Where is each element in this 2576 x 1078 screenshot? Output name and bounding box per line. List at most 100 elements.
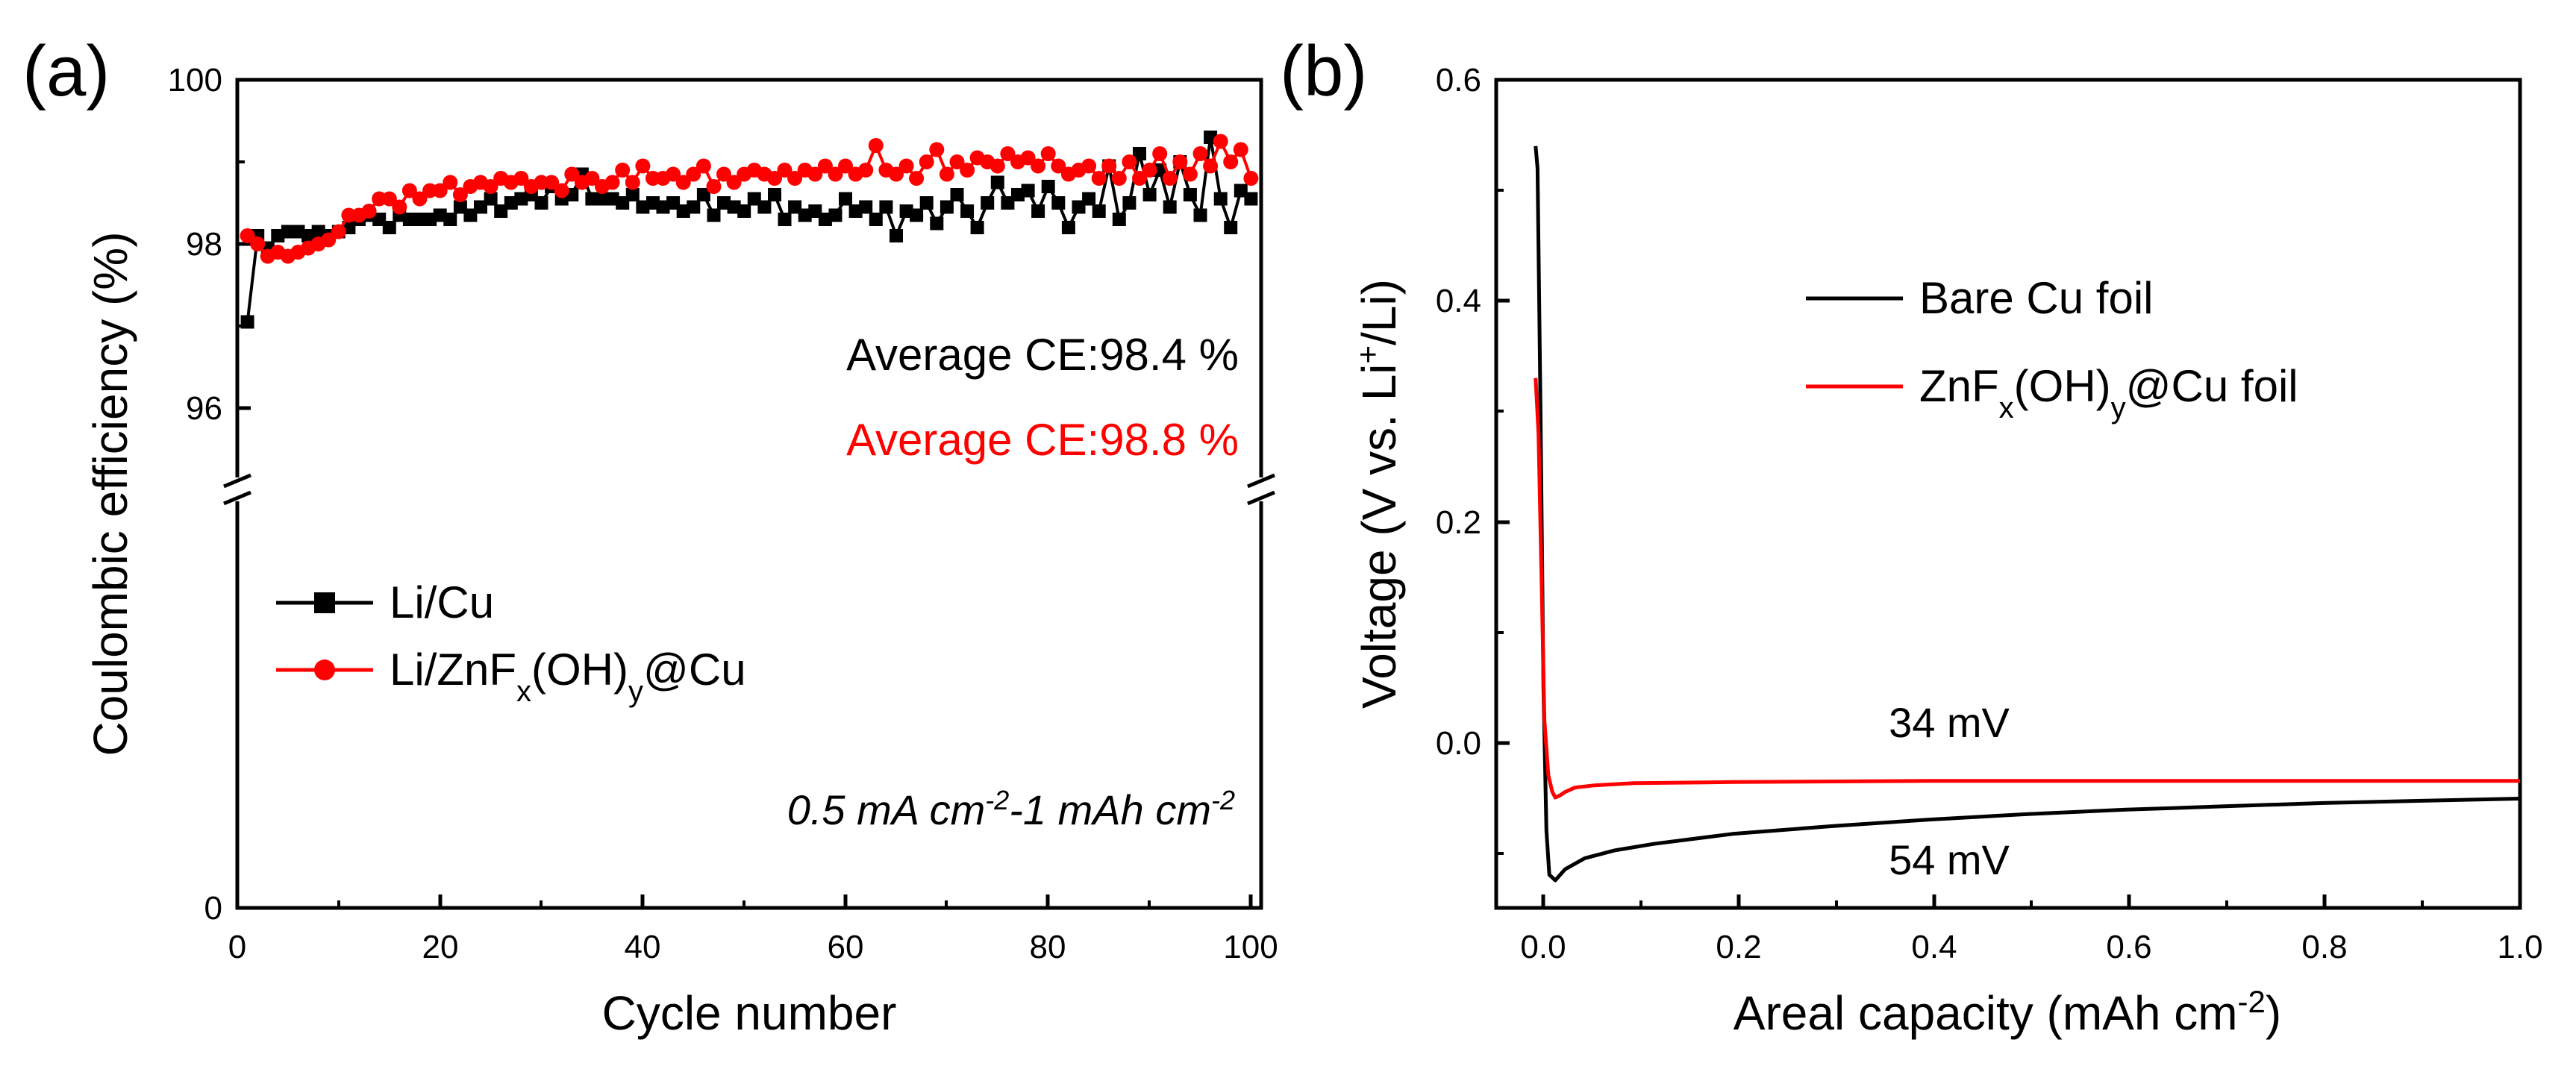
data-point-li-cu-63 — [869, 213, 883, 226]
data-point-li-cu-97 — [1213, 192, 1228, 206]
panel-a-average-ce-red: Average CE:98.8 % — [846, 415, 1239, 465]
panel-b: (b) 0.0 0.2 0.4 0.6 — [1280, 31, 2543, 1040]
panel-a-y-axis-title: Coulombic efficiency (%) — [84, 231, 137, 756]
legend-b-part-1: ZnF — [1919, 361, 1999, 411]
data-point-li-cu-81 — [1051, 196, 1066, 210]
legend-label-li-cu: Li/Cu — [390, 577, 494, 627]
data-point-li-cu-87 — [1112, 213, 1126, 226]
data-point-li-cu-56 — [798, 208, 812, 222]
legend-b-sub-y: y — [2111, 392, 2126, 424]
data-point-li-cu-95 — [1193, 208, 1207, 222]
data-point-li-cu-24 — [474, 200, 487, 214]
data-point-li-znfx-87 — [1111, 171, 1127, 186]
panel-a-xtick-label-40: 40 — [625, 929, 661, 965]
data-point-li-cu-48 — [717, 196, 731, 210]
data-point-li-znfx-13 — [361, 204, 377, 219]
legend-sub-x: x — [516, 675, 531, 708]
data-point-li-znfx-95 — [1192, 146, 1208, 161]
panel-a-xtick-label-80: 80 — [1030, 929, 1066, 965]
data-point-li-znfx-100 — [1243, 171, 1259, 186]
data-point-li-znfx-60 — [838, 158, 853, 174]
data-point-li-cu-53 — [768, 188, 781, 201]
legend-b-part-2: (OH) — [2014, 361, 2111, 411]
data-point-li-znfx-38 — [615, 163, 631, 178]
data-point-li-cu-72 — [960, 204, 975, 218]
data-point-li-znfx-78 — [1020, 150, 1036, 166]
data-point-li-cu-51 — [747, 192, 761, 206]
data-point-li-znfx-98 — [1223, 154, 1239, 169]
data-point-li-cu-7 — [301, 229, 316, 242]
data-point-li-znfx-57 — [807, 166, 823, 182]
data-point-li-cu-46 — [696, 188, 710, 201]
data-point-li-znfx-88 — [1122, 154, 1137, 169]
data-point-li-znfx-40 — [635, 158, 651, 174]
data-point-li-cu-84 — [1082, 192, 1096, 206]
panel-b-series — [1534, 145, 2521, 883]
data-point-li-znfx-67 — [909, 171, 925, 186]
legend-b-part-3: @Cu foil — [2126, 361, 2298, 411]
data-point-li-cu-37 — [605, 192, 619, 206]
data-point-li-znfx-66 — [898, 158, 914, 174]
panel-a-xtick-label-60: 60 — [828, 929, 864, 965]
data-point-li-cu-74 — [981, 196, 995, 210]
data-point-li-znfx-58 — [817, 158, 833, 174]
series-line-bare-cu-foil — [1534, 145, 2521, 883]
data-point-li-cu-61 — [848, 204, 863, 218]
data-point-li-znfx-16 — [392, 199, 407, 215]
data-point-li-znfx-28 — [513, 171, 529, 186]
data-point-li-cu-36 — [595, 192, 609, 206]
data-point-li-cu-67 — [910, 208, 924, 222]
panel-a-xtick-label-0: 0 — [228, 929, 246, 965]
data-point-li-znfx-93 — [1172, 154, 1188, 169]
data-point-li-cu-100 — [1244, 192, 1258, 206]
panel-b-overpotential-34mv: 34 mV — [1889, 699, 2010, 746]
data-point-li-znfx-46 — [695, 158, 711, 174]
data-point-li-cu-70 — [940, 200, 954, 214]
panel-b-label: (b) — [1280, 31, 1367, 111]
data-point-li-znfx-44 — [675, 175, 691, 190]
data-point-li-cu-30 — [534, 196, 548, 210]
data-point-li-cu-1 — [240, 315, 254, 329]
data-point-li-cu-52 — [757, 200, 772, 214]
ylabel-sup: + — [1350, 345, 1385, 364]
data-point-li-cu-42 — [656, 200, 670, 214]
data-point-li-cu-69 — [930, 216, 944, 231]
panel-a-test-condition: 0.5 mA cm-2-1 mAh cm-2 — [787, 785, 1235, 834]
data-point-li-znfx-92 — [1162, 171, 1178, 186]
panel-b-legend: Bare Cu foil ZnFx(OH)y@Cu foil — [1806, 273, 2298, 424]
data-point-li-cu-79 — [1031, 204, 1045, 218]
data-point-li-znfx-39 — [625, 175, 640, 190]
data-point-li-cu-76 — [1001, 196, 1015, 210]
data-point-li-cu-17 — [402, 213, 416, 226]
data-point-li-cu-58 — [818, 213, 832, 226]
data-point-li-cu-90 — [1142, 188, 1157, 201]
xlabel-part-2: ) — [2266, 986, 2281, 1040]
panel-b-xtick-label-0.6: 0.6 — [2106, 929, 2151, 965]
data-point-li-cu-91 — [1153, 163, 1167, 177]
data-point-li-znfx-43 — [666, 166, 681, 182]
data-point-li-znfx-18 — [412, 191, 428, 207]
data-point-li-cu-38 — [616, 196, 630, 210]
data-point-li-cu-73 — [970, 221, 984, 234]
data-point-li-cu-54 — [778, 213, 792, 226]
data-point-li-cu-19 — [423, 213, 437, 226]
data-point-li-znfx-48 — [716, 166, 731, 182]
data-point-li-cu-8 — [311, 225, 325, 239]
data-point-li-cu-50 — [737, 204, 751, 218]
condition-part-2: -1 mAh cm — [1009, 786, 1211, 833]
data-point-li-cu-92 — [1163, 200, 1177, 214]
panel-b-ytick-label-0.6: 0.6 — [1436, 62, 1481, 98]
panel-b-y-axis-title: Voltage (V vs. Li+/Li) — [1350, 279, 1407, 709]
data-point-li-cu-40 — [636, 200, 650, 214]
data-point-li-znfx-72 — [960, 163, 975, 178]
panel-a-series — [240, 131, 1259, 329]
data-point-li-cu-59 — [828, 208, 842, 222]
data-point-li-znfx-81 — [1051, 158, 1066, 174]
data-point-li-znfx-20 — [432, 183, 448, 198]
panel-a-x-ticks: 0 20 40 60 80 100 — [228, 894, 1278, 965]
panel-a-ytick-label-96: 96 — [186, 390, 222, 427]
data-point-li-cu-4 — [271, 229, 285, 242]
data-point-li-cu-82 — [1061, 221, 1075, 234]
panel-a-ytick-label-100: 100 — [168, 62, 222, 98]
